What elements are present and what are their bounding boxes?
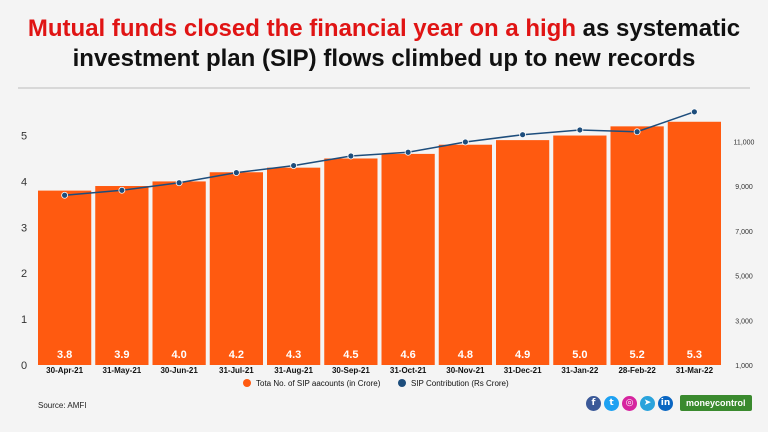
line-point: [461, 138, 469, 146]
title-rest: as systematic investment plan (SIP) flow…: [72, 15, 741, 72]
x-tick-label: 30-Jun-21: [160, 366, 198, 375]
line-point: [347, 152, 355, 160]
social-links: f t ◎ ➤ in: [586, 395, 673, 411]
legend-label-line: SIP Contribution (Rs Crore): [411, 379, 509, 388]
bar-value-label: 5.3: [687, 349, 702, 361]
y-left-tick-label: 3: [21, 222, 27, 234]
bar-value-label: 3.9: [114, 349, 129, 361]
bar: [152, 181, 206, 365]
bar: [324, 158, 378, 365]
linkedin-icon[interactable]: in: [658, 395, 673, 411]
bar-value-label: 4.5: [343, 349, 358, 361]
legend-label-bars: Tota No. of SIP aacounts (in Crore): [256, 379, 381, 388]
bar: [610, 126, 664, 365]
x-tick-label: 30-Apr-21: [46, 366, 83, 375]
y-left-tick-label: 2: [21, 268, 27, 280]
x-tick-label: 30-Nov-21: [446, 366, 485, 375]
line-point: [118, 186, 126, 194]
bar-value-label: 4.6: [400, 349, 415, 361]
y-right-tick-label: 3,000: [735, 318, 753, 325]
bar: [553, 135, 607, 365]
line-point: [290, 162, 298, 169]
y-right-tick-label: 11,000: [734, 140, 755, 147]
x-tick-label: 31-Dec-21: [504, 366, 542, 375]
instagram-icon[interactable]: ◎: [622, 395, 637, 411]
bar-value-label: 4.0: [171, 349, 186, 361]
bar-value-label: 4.2: [229, 349, 244, 361]
sip-contribution-line: [64, 111, 695, 196]
y-left-tick-label: 5: [21, 131, 27, 143]
source-note: Source: AMFI: [38, 401, 87, 410]
twitter-icon[interactable]: t: [604, 395, 619, 411]
bar: [496, 140, 550, 365]
line-point: [232, 169, 240, 177]
bar: [95, 186, 149, 365]
x-tick-label: 31-Jul-21: [219, 366, 254, 375]
chart-title: Mutual funds closed the financial year o…: [0, 14, 768, 74]
legend-marker-line: [398, 379, 406, 387]
x-tick-label: 31-Aug-21: [274, 366, 313, 375]
bar: [267, 167, 321, 365]
bar-value-label: 5.0: [572, 349, 587, 361]
y-right-tick-label: 7,000: [735, 229, 753, 236]
x-tick-label: 31-Oct-21: [390, 366, 427, 375]
bar-value-label: 3.8: [57, 349, 72, 361]
y-right-tick-label: 1,000: [735, 363, 753, 370]
y-right-tick-label: 5,000: [735, 274, 753, 281]
x-tick-label: 31-Mar-22: [676, 366, 714, 375]
line-point: [61, 191, 69, 199]
y-left-tick-label: 0: [21, 360, 27, 372]
bar-value-label: 4.9: [515, 349, 530, 361]
facebook-icon[interactable]: f: [586, 395, 601, 411]
line-point: [576, 126, 584, 134]
line-point: [633, 128, 641, 136]
legend-marker-bars: [243, 379, 251, 387]
x-tick-label: 31-May-21: [103, 366, 142, 375]
telegram-icon[interactable]: ➤: [640, 395, 655, 411]
y-right-tick-label: 9,000: [735, 184, 753, 191]
bar-value-label: 4.3: [286, 349, 301, 361]
line-point: [519, 131, 527, 139]
bar: [209, 172, 263, 365]
bar-value-label: 5.2: [629, 349, 644, 361]
bar-value-label: 4.8: [458, 349, 473, 361]
y-left-tick-label: 4: [21, 176, 27, 188]
bar: [667, 121, 721, 366]
bar: [438, 144, 492, 365]
bar: [381, 153, 435, 365]
x-tick-label: 31-Jan-22: [561, 366, 598, 375]
title-highlight: Mutual funds closed the financial year o…: [27, 15, 576, 42]
x-tick-label: 28-Feb-22: [618, 366, 656, 375]
y-left-tick-label: 1: [21, 314, 27, 326]
line-point: [690, 108, 698, 116]
bar: [38, 190, 92, 365]
line-point: [404, 148, 412, 156]
x-tick-label: 30-Sep-21: [332, 366, 370, 375]
line-point: [175, 179, 183, 187]
brand-logo: moneycontrol: [680, 395, 752, 411]
